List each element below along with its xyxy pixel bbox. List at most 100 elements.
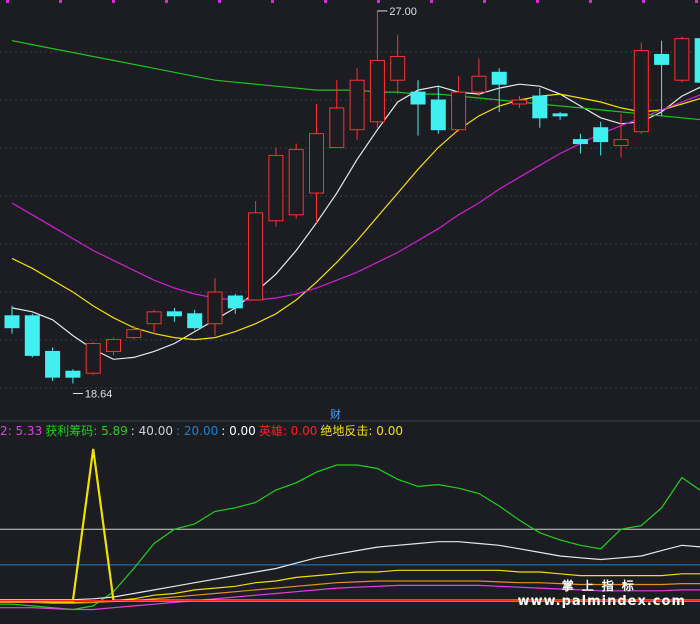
candle-body xyxy=(24,315,40,356)
candle[interactable] xyxy=(593,121,609,156)
candle-body xyxy=(593,127,609,143)
top-marker xyxy=(324,0,327,3)
candle-body xyxy=(491,71,507,85)
candle-body xyxy=(126,329,142,339)
candle-body xyxy=(471,75,487,93)
candle[interactable] xyxy=(369,10,385,128)
candle[interactable] xyxy=(45,347,61,382)
candle[interactable] xyxy=(471,58,487,97)
indicator-panel xyxy=(0,448,700,611)
candle-body xyxy=(674,38,690,81)
candle[interactable] xyxy=(451,76,467,132)
top-marker xyxy=(218,0,221,3)
candle[interactable] xyxy=(106,337,121,356)
top-marker xyxy=(377,0,380,3)
candle-body xyxy=(106,339,121,352)
watermark: 掌上指标 www.palmindex.com xyxy=(517,578,686,610)
candle-body xyxy=(227,295,243,309)
candle[interactable] xyxy=(207,278,223,336)
candle[interactable] xyxy=(329,80,345,149)
candle[interactable] xyxy=(4,305,20,334)
price-high-label: 27.00 xyxy=(389,6,417,18)
candle[interactable] xyxy=(491,68,507,112)
indicator-line-2 xyxy=(0,584,700,611)
candle[interactable] xyxy=(85,341,101,376)
top-marker xyxy=(165,0,168,3)
candle-body xyxy=(349,79,365,131)
divider-label: 财 xyxy=(330,407,341,421)
candle-body xyxy=(451,91,467,131)
candle-body xyxy=(532,95,548,119)
watermark-url: www.palmindex.com xyxy=(517,594,686,609)
legend-entry: : 0.00 xyxy=(221,424,256,438)
indicator-legend: 2: 5.33 获利筹码: 5.89: 40.00: 20.00: 0.00 英雄:… xyxy=(0,422,406,440)
candle-body xyxy=(552,113,568,117)
candle[interactable] xyxy=(166,307,182,322)
candle[interactable] xyxy=(24,313,40,358)
top-marker xyxy=(59,0,62,3)
candle[interactable] xyxy=(349,68,365,140)
candle-body xyxy=(207,291,223,325)
candle[interactable] xyxy=(65,369,81,384)
candle-body xyxy=(288,149,304,216)
candle[interactable] xyxy=(694,21,700,88)
top-marker xyxy=(642,0,645,3)
candle-body xyxy=(166,311,182,317)
candle[interactable] xyxy=(552,111,568,120)
candle-body xyxy=(694,38,700,83)
candle-body xyxy=(268,154,284,222)
candle[interactable] xyxy=(187,309,203,330)
top-marker xyxy=(112,0,115,3)
candle[interactable] xyxy=(410,80,426,136)
candle-body xyxy=(85,343,101,374)
candle[interactable] xyxy=(227,294,243,314)
candle[interactable] xyxy=(288,143,304,219)
candle[interactable] xyxy=(532,88,548,128)
candle[interactable] xyxy=(572,133,588,154)
top-marker xyxy=(430,0,433,3)
candle[interactable] xyxy=(126,325,142,340)
legend-entry: 绝地反击: 0.00 xyxy=(320,424,403,438)
candle[interactable] xyxy=(613,113,629,158)
top-marker xyxy=(6,0,9,3)
indicator-line-获利筹码 xyxy=(0,464,700,611)
candle[interactable] xyxy=(390,34,406,95)
candle-body xyxy=(369,59,385,123)
candle-body xyxy=(633,50,649,133)
legend-entry: : 40.00 xyxy=(130,424,174,438)
legend-entry: 获利筹码: 5.89 xyxy=(45,424,128,438)
candle-body xyxy=(430,99,446,131)
candle-body xyxy=(512,99,527,105)
top-marker xyxy=(271,0,274,3)
candle[interactable] xyxy=(633,42,649,134)
watermark-cn: 掌上指标 xyxy=(561,579,642,593)
price-low-label: 18.64 xyxy=(85,388,113,400)
candle-body xyxy=(309,133,324,194)
legend-entry: : 20.00 xyxy=(176,424,219,438)
candle[interactable] xyxy=(146,309,162,334)
candle-body xyxy=(65,370,81,378)
candle[interactable] xyxy=(654,40,670,116)
candle-body xyxy=(613,139,629,147)
candle[interactable] xyxy=(268,147,284,227)
top-marker xyxy=(589,0,592,3)
candlesticks[interactable] xyxy=(4,10,700,384)
candle[interactable] xyxy=(674,36,690,83)
legend-entry: 2: 5.33 xyxy=(0,424,43,438)
candle-body xyxy=(146,311,162,325)
candle[interactable] xyxy=(512,96,527,108)
candle-body xyxy=(572,139,588,145)
indicator-line-white xyxy=(0,541,700,601)
candle-body xyxy=(654,53,670,65)
candle-body xyxy=(4,315,20,329)
candle[interactable] xyxy=(248,200,264,301)
candle[interactable] xyxy=(430,86,446,134)
candle[interactable] xyxy=(309,103,324,223)
grid-lines xyxy=(0,0,700,422)
top-marker xyxy=(695,0,698,3)
candle-body xyxy=(248,212,264,301)
top-marker xyxy=(536,0,539,3)
legend-entry: 英雄: 0.00 xyxy=(258,424,318,438)
candle-body xyxy=(390,55,406,81)
